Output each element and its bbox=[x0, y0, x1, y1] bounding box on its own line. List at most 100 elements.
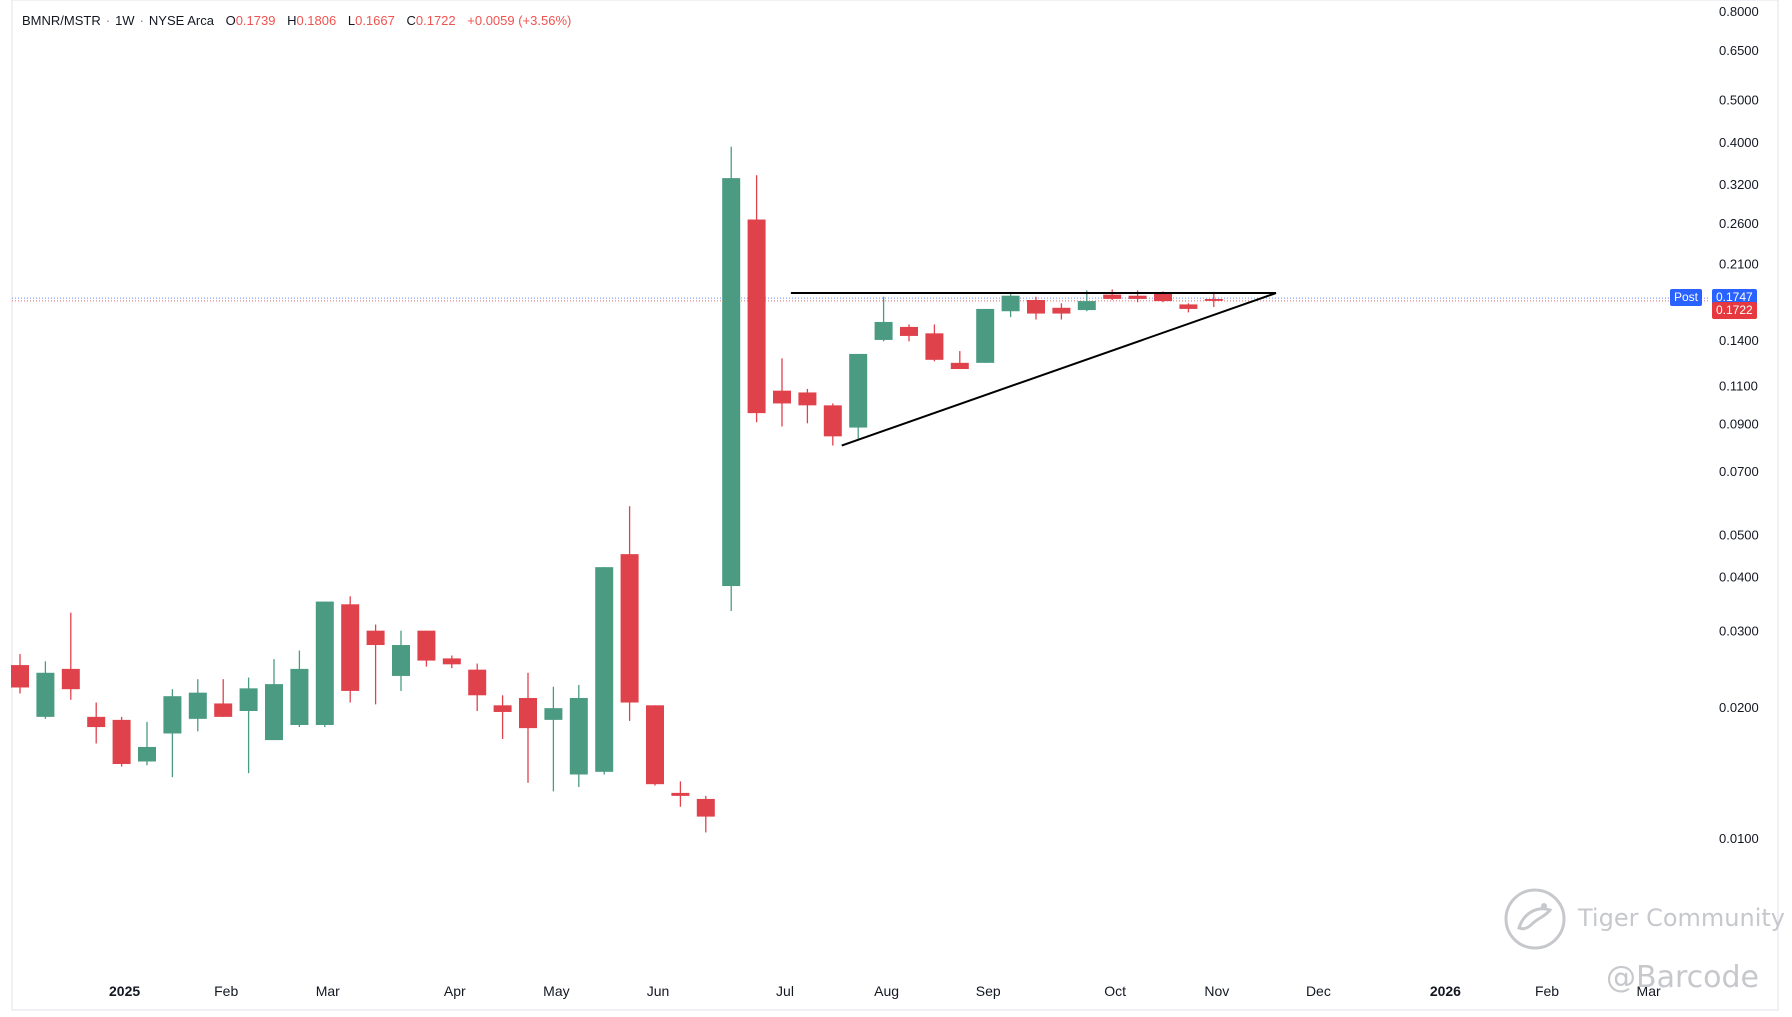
x-axis-tick-label: 2025 bbox=[109, 983, 140, 999]
header-separator: · bbox=[105, 13, 111, 28]
x-axis-tick-label: Apr bbox=[444, 983, 466, 999]
chart-border bbox=[11, 0, 1779, 1011]
candle-body[interactable] bbox=[874, 321, 893, 340]
y-axis-tick-label: 0.8000 bbox=[1719, 4, 1759, 19]
symbol-name[interactable]: BMNR/MSTR bbox=[22, 13, 101, 28]
x-axis-tick-label: Oct bbox=[1104, 983, 1126, 999]
candle-body[interactable] bbox=[1179, 304, 1198, 309]
low-value: 0.1667 bbox=[355, 13, 395, 28]
x-axis-tick-label: Jun bbox=[647, 983, 670, 999]
candle-body[interactable] bbox=[1077, 301, 1096, 311]
open-value: 0.1739 bbox=[235, 13, 276, 28]
candle-body[interactable] bbox=[366, 630, 385, 646]
candle-body[interactable] bbox=[950, 362, 969, 370]
candle-body[interactable] bbox=[239, 688, 258, 711]
candle-body[interactable] bbox=[36, 672, 55, 717]
x-axis-tick-label: Jul bbox=[776, 983, 794, 999]
candle-body[interactable] bbox=[671, 792, 690, 796]
candle-body[interactable] bbox=[315, 601, 334, 725]
post-market-label: Post bbox=[1670, 289, 1703, 307]
candle-body[interactable] bbox=[976, 308, 995, 363]
header-separator: · bbox=[139, 13, 144, 28]
candle-body[interactable] bbox=[569, 697, 588, 775]
y-axis-tick-label: 0.6500 bbox=[1719, 43, 1759, 58]
last-price-tag: 0.1722 bbox=[1712, 301, 1757, 319]
candle-body[interactable] bbox=[773, 390, 791, 404]
y-axis-tick-label: 0.0400 bbox=[1719, 569, 1759, 584]
support-trendline[interactable] bbox=[841, 292, 1277, 447]
candle-body[interactable] bbox=[87, 716, 106, 728]
y-axis-tick-label: 0.3200 bbox=[1719, 177, 1759, 192]
tiger-logo-icon bbox=[1504, 888, 1566, 950]
candle-body[interactable] bbox=[925, 333, 944, 360]
candle-body[interactable] bbox=[442, 658, 461, 665]
candle-body[interactable] bbox=[138, 746, 156, 762]
candle-body[interactable] bbox=[265, 684, 283, 741]
candle-body[interactable] bbox=[722, 178, 741, 587]
candle-body[interactable] bbox=[646, 705, 664, 785]
x-axis-tick-label: Aug bbox=[874, 983, 899, 999]
candle-body[interactable] bbox=[417, 630, 436, 661]
close-label: C bbox=[406, 13, 416, 28]
candle-body[interactable] bbox=[595, 567, 614, 772]
candle-body[interactable] bbox=[1027, 299, 1045, 314]
close-value: 0.1722 bbox=[415, 13, 456, 28]
candle-body[interactable] bbox=[798, 392, 817, 406]
x-axis-tick-label: Nov bbox=[1204, 983, 1229, 999]
candle-body[interactable] bbox=[1001, 295, 1020, 312]
y-axis-tick-label: 0.2600 bbox=[1719, 216, 1759, 231]
candle-body[interactable] bbox=[620, 554, 639, 703]
x-axis-tick-label: May bbox=[543, 983, 569, 999]
candle-body[interactable] bbox=[163, 696, 182, 734]
x-axis-tick-label: Feb bbox=[214, 983, 238, 999]
candle-body[interactable] bbox=[392, 645, 410, 676]
candle-body[interactable] bbox=[823, 405, 842, 437]
candle-body[interactable] bbox=[214, 703, 233, 717]
x-axis-tick-label: Sep bbox=[976, 983, 1001, 999]
watermark-handle: @Barcode bbox=[1606, 960, 1759, 995]
y-axis-tick-label: 0.0900 bbox=[1719, 416, 1759, 431]
candle-body[interactable] bbox=[61, 668, 80, 690]
candle-body[interactable] bbox=[493, 705, 512, 712]
exchange: NYSE Arca bbox=[148, 13, 214, 28]
y-axis-tick-label: 0.0100 bbox=[1719, 831, 1759, 846]
candle-body[interactable] bbox=[290, 668, 309, 725]
candle-body[interactable] bbox=[1052, 307, 1071, 314]
y-axis-tick-label: 0.0300 bbox=[1719, 624, 1759, 639]
candle-body[interactable] bbox=[188, 692, 207, 719]
y-axis-tick-label: 0.4000 bbox=[1719, 135, 1759, 150]
candle-body[interactable] bbox=[11, 665, 29, 688]
y-axis-tick-label: 0.0200 bbox=[1719, 700, 1759, 715]
candle-body[interactable] bbox=[112, 719, 131, 765]
candle-body[interactable] bbox=[1154, 292, 1172, 302]
symbol-header: BMNR/MSTR · 1W · NYSE Arca O0.1739 H0.1806 L… bbox=[22, 13, 571, 28]
candle-body[interactable] bbox=[468, 669, 487, 696]
high-label: H bbox=[287, 13, 297, 28]
candle-body[interactable] bbox=[1103, 294, 1122, 299]
interval[interactable]: 1W bbox=[115, 13, 135, 28]
y-axis-tick-label: 0.5000 bbox=[1719, 93, 1759, 108]
candle-body[interactable] bbox=[696, 798, 715, 817]
change-value: +0.0059 (+3.56%) bbox=[467, 13, 572, 28]
open-label: O bbox=[225, 13, 236, 28]
x-axis-tick-label: Mar bbox=[1637, 983, 1661, 999]
candle-body[interactable] bbox=[849, 353, 868, 428]
candle-body[interactable] bbox=[1128, 295, 1147, 299]
high-value: 0.1806 bbox=[296, 13, 337, 28]
x-axis-tick-label: Dec bbox=[1306, 983, 1331, 999]
candle-body[interactable] bbox=[747, 219, 766, 414]
y-axis-tick-label: 0.0700 bbox=[1719, 464, 1759, 479]
candle-body[interactable] bbox=[900, 326, 918, 336]
x-axis-tick-label: 2026 bbox=[1430, 983, 1461, 999]
x-axis-tick-label: Feb bbox=[1535, 983, 1559, 999]
candle-body[interactable] bbox=[341, 604, 360, 691]
candle-body[interactable] bbox=[544, 708, 563, 720]
candle-body[interactable] bbox=[1204, 299, 1223, 301]
x-axis-tick-label: Mar bbox=[316, 983, 340, 999]
low-label: L bbox=[347, 13, 356, 28]
candle-body[interactable] bbox=[519, 697, 537, 729]
y-axis-tick-label: 0.0500 bbox=[1719, 527, 1759, 542]
y-axis-tick-label: 0.2100 bbox=[1719, 256, 1759, 271]
